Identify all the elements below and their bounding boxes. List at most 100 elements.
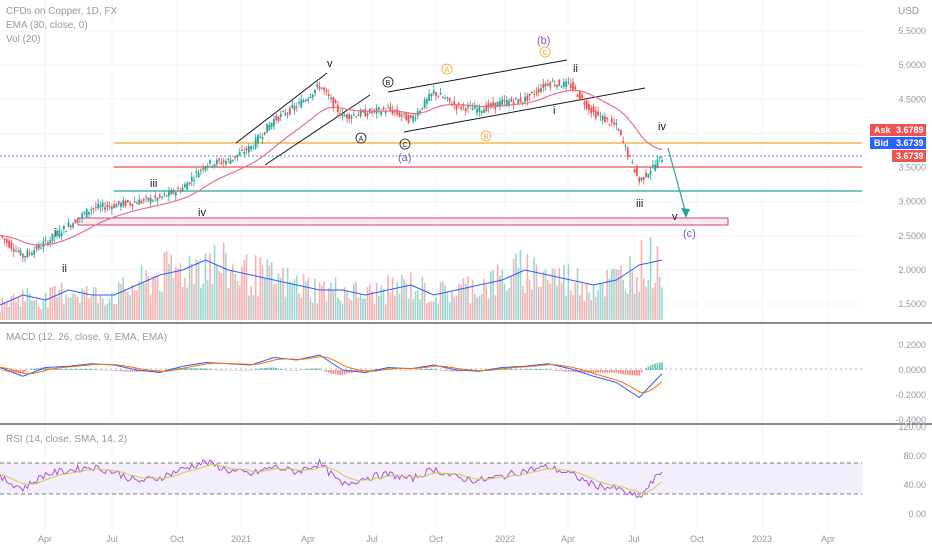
- vol-legend: Vol (20): [6, 34, 40, 45]
- macd-hist-bar: [35, 368, 38, 370]
- volume-bar: [254, 255, 257, 320]
- candle-body: [152, 200, 154, 202]
- candle-body: [480, 111, 483, 113]
- volume-bar: [218, 270, 220, 320]
- candle-body: [631, 161, 634, 163]
- volume-bar: [407, 298, 410, 320]
- candle-body: [601, 115, 604, 121]
- macd-hist-bar: [115, 370, 118, 371]
- macd-hist-bar: [636, 370, 638, 376]
- macd-hist-bar: [63, 369, 65, 370]
- volume-bar: [620, 265, 622, 320]
- volume-bar: [544, 269, 547, 320]
- volume-bar: [531, 289, 533, 320]
- volume-bar: [104, 305, 106, 320]
- macd-hist-bar: [633, 370, 636, 376]
- price-tick-label: 5.5000: [898, 26, 926, 36]
- volume-bar: [298, 293, 300, 320]
- candle-body: [247, 145, 250, 153]
- volume-bar: [444, 285, 446, 320]
- volume-bar: [542, 271, 545, 320]
- volume-bar: [528, 279, 531, 320]
- projection-arrow[interactable]: [667, 147, 687, 215]
- wave-label-c-paren: (c): [683, 228, 696, 240]
- volume-bar: [204, 253, 207, 320]
- candle-body: [307, 98, 310, 101]
- volume-bar: [654, 283, 656, 320]
- macd-hist-bar: [629, 370, 631, 376]
- candle-body: [108, 206, 111, 208]
- time-tick-label: Jul: [366, 534, 378, 544]
- candle-body: [284, 112, 287, 115]
- candle-body: [649, 171, 652, 175]
- macd-hist-bar: [0, 370, 1, 371]
- volume-bar: [156, 276, 159, 320]
- chart-title: CFDs on Copper, 1D, FX: [6, 6, 117, 17]
- candle-body: [263, 132, 266, 135]
- candle-body: [398, 112, 401, 117]
- candle-body: [65, 231, 68, 233]
- volume-bar: [366, 287, 369, 320]
- volume-bar: [275, 283, 278, 320]
- volume-bar: [305, 281, 307, 320]
- macd-hist-bar: [202, 368, 204, 370]
- macd-hist-bar: [458, 370, 460, 372]
- volume-bar: [652, 288, 654, 320]
- candle-body: [549, 82, 552, 87]
- macd-hist-bar: [661, 362, 663, 370]
- volume-bar: [273, 284, 275, 320]
- channel-line[interactable]: [235, 72, 328, 144]
- macd-hist-bar: [588, 370, 590, 373]
- candle-body: [572, 81, 574, 90]
- candle-body: [225, 161, 227, 165]
- macd-hist-bar: [547, 369, 549, 370]
- svg-text:3.6789: 3.6789: [896, 125, 924, 135]
- svg-text:C: C: [402, 142, 407, 149]
- candle-body: [533, 94, 536, 96]
- channel-line[interactable]: [264, 94, 371, 166]
- candle-body: [277, 116, 280, 121]
- macd-hist-bar: [572, 370, 574, 372]
- candle-body: [535, 91, 538, 93]
- candle-body: [78, 217, 81, 219]
- volume-bar: [348, 298, 351, 320]
- volume-bar: [371, 291, 373, 320]
- volume-bar: [227, 287, 230, 320]
- macd-hist-bar: [549, 369, 551, 371]
- candle-body: [316, 83, 319, 87]
- candle-body: [537, 88, 540, 93]
- volume-bar: [264, 278, 266, 320]
- volume-bar: [161, 291, 163, 320]
- macd-hist-bar: [400, 369, 403, 371]
- volume-bar: [115, 303, 118, 320]
- volume-bar: [63, 304, 65, 320]
- candle-body: [421, 107, 424, 110]
- macd-hist-bar: [645, 368, 647, 370]
- macd-hist-bar: [138, 370, 141, 372]
- macd-hist-bar: [348, 370, 351, 374]
- volume-bar: [503, 283, 506, 320]
- candle-body: [74, 219, 77, 224]
- volume-bar: [579, 295, 581, 320]
- macd-hist-bar: [225, 370, 227, 371]
- candle-body: [21, 253, 24, 258]
- candle-body: [136, 202, 138, 204]
- volume-bar: [373, 304, 376, 320]
- channel-line[interactable]: [387, 59, 568, 93]
- volume-bar: [400, 274, 403, 320]
- volume-bar: [375, 283, 378, 320]
- volume-bar: [647, 279, 650, 320]
- macd-hist-bar: [38, 367, 40, 370]
- volume-bar: [494, 295, 497, 320]
- macd-hist-bar: [222, 370, 225, 371]
- volume-bar: [83, 290, 86, 320]
- volume-bar: [170, 254, 173, 320]
- support-zone[interactable]: [77, 217, 729, 226]
- channel-line[interactable]: [403, 87, 646, 133]
- projection-arrowhead: [681, 208, 690, 218]
- candle-body: [441, 97, 444, 99]
- volume-bar: [656, 246, 659, 320]
- candle-body: [419, 110, 421, 114]
- candle-body: [193, 180, 195, 182]
